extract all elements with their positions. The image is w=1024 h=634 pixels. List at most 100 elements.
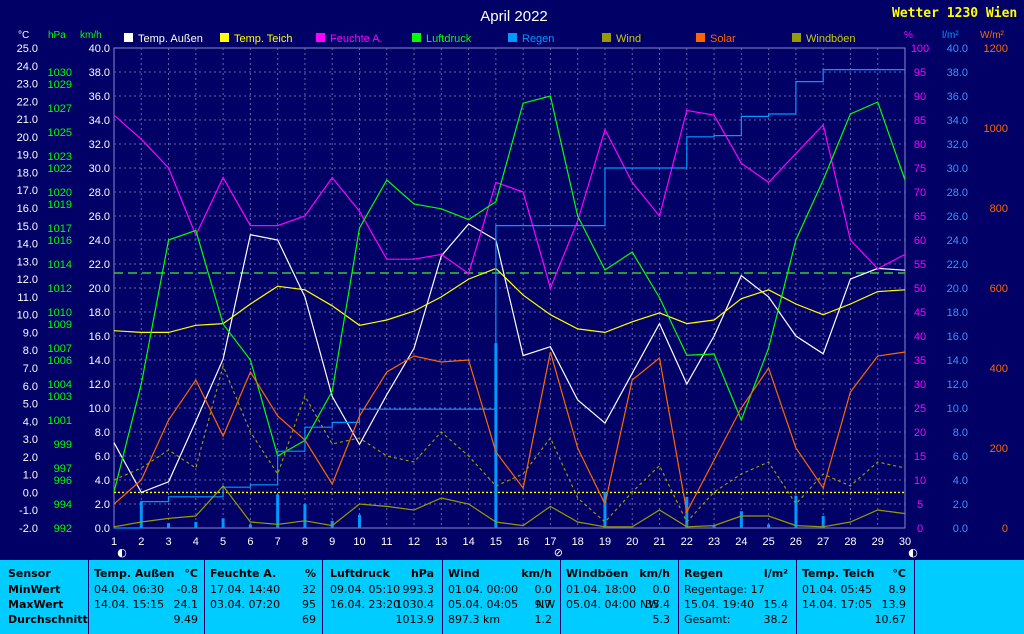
legend-label: Luftdruck (426, 33, 472, 45)
tick-humidity: 20 (914, 427, 926, 439)
tick-rain: 36.0 (947, 91, 968, 103)
tick-temp: 1.0 (23, 470, 38, 482)
tick-temp: 16.0 (17, 203, 38, 215)
axis-units: °C hPa km/h% l/m² W/m² (18, 30, 1005, 41)
temp-teich-title: Temp. Teich (802, 567, 875, 580)
moon-phase-icon: ⊘ (554, 546, 563, 559)
tick-humidity: 50 (914, 283, 926, 295)
temp-aussen-avg: 9.49 (173, 613, 199, 626)
tick-rain: 8.0 (953, 427, 968, 439)
x-tick-label: 21 (653, 536, 665, 548)
tick-humidity: 95 (914, 67, 926, 79)
feuchte-avg: 69 (302, 613, 316, 626)
series-line-regen (114, 69, 905, 529)
x-tick-label: 16 (517, 536, 529, 548)
tick-humidity: 75 (914, 163, 926, 175)
tick-rain: 34.0 (947, 115, 968, 127)
legend-swatch (412, 33, 421, 42)
tick-wind: 34.0 (89, 115, 110, 127)
tick-pressure: 1019 (48, 199, 72, 211)
regen-total: 38.2 (763, 613, 789, 626)
grid (113, 47, 906, 529)
tick-humidity: 30 (914, 379, 926, 391)
tick-humidity: 70 (914, 187, 926, 199)
tick-wind: 38.0 (89, 67, 110, 79)
tick-solar: 800 (990, 203, 1008, 215)
tick-rain: 32.0 (947, 139, 968, 151)
tick-temp: 21.0 (17, 114, 38, 126)
tick-rain: 0.0 (953, 523, 968, 535)
x-tick-label: 15 (490, 536, 502, 548)
tick-pressure: 1029 (48, 79, 72, 91)
rain-bar (357, 514, 361, 528)
luftdruck-max: 1030.4 (395, 598, 435, 611)
rain-bar (821, 516, 825, 528)
axis-unit-temp: °C (18, 30, 29, 41)
legend-label: Temp. Außen (138, 33, 203, 45)
axis-unit-pressure: hPa (48, 30, 66, 41)
x-tick-label: 29 (872, 536, 884, 548)
tick-rain: 20.0 (947, 283, 968, 295)
temp-teich-max-date: 14.04. 17:05 (802, 598, 873, 611)
regen-max: 15.4 (763, 598, 789, 611)
tick-wind: 2.0 (95, 499, 110, 511)
x-tick-label: 7 (275, 536, 281, 548)
tick-temp: 12.0 (17, 274, 38, 286)
tick-temp: 8.0 (23, 345, 38, 357)
axis-unit-wind: km/h (80, 30, 102, 41)
tick-pressure: 996 (54, 475, 72, 487)
weather-chart: April 2022 Temp. Außen Temp. Teich Feuchte… (17, 8, 1008, 559)
x-tick-label: 14 (462, 536, 474, 548)
tick-pressure: 1014 (48, 259, 72, 271)
tick-wind: 20.0 (89, 283, 110, 295)
tick-pressure: 1030 (48, 67, 72, 79)
tick-temp: 6.0 (23, 381, 38, 393)
temp-aussen-min: -0.8 (176, 583, 198, 596)
rain-bar (276, 494, 280, 528)
tick-pressure: 1027 (48, 103, 72, 115)
max-label: MaxWert (8, 598, 64, 611)
tick-temp: 14.0 (17, 239, 38, 251)
tick-solar: 600 (990, 283, 1008, 295)
rain-bar (167, 523, 171, 528)
tick-wind: 32.0 (89, 139, 110, 151)
tick-temp: 3.0 (23, 434, 38, 446)
tick-temp: 15.0 (17, 221, 38, 233)
regen-days: Regentage: 17 (684, 583, 765, 596)
luftdruck-unit: hPa (410, 567, 434, 580)
tick-pressure: 997 (54, 463, 72, 475)
x-tick-label: 28 (844, 536, 856, 548)
legend: Temp. Außen Temp. Teich Feuchte A. Luftdruc… (124, 33, 856, 45)
temp-aussen-min-date: 04.04. 06:30 (94, 583, 165, 596)
tick-temp: 9.0 (23, 327, 38, 339)
windboeen-max-dir: NW (640, 598, 660, 611)
stats-regen: Regen l/m² Regentage: 17 15.04. 19:40 15.4… (684, 560, 794, 634)
tick-solar: 1200 (984, 43, 1008, 55)
legend-label: Regen (522, 33, 554, 45)
x-tick-label: 25 (762, 536, 774, 548)
tick-wind: 40.0 (89, 43, 110, 55)
axis-ticks: 25.0 24.0 23.0 22.0 21.0 20.0 19.0 18.0 17.0 16.0… (17, 43, 1008, 535)
tick-pressure: 1023 (48, 151, 72, 163)
wind-min: 0.0 (534, 583, 553, 596)
series-line-wind (113, 485, 906, 528)
temp-aussen-unit: °C (184, 567, 198, 580)
tick-solar: 0 (1002, 523, 1008, 535)
temp-teich-unit: °C (892, 567, 906, 580)
legend-label: Temp. Teich (234, 33, 293, 45)
x-tick-label: 6 (247, 536, 253, 548)
x-tick-label: 17 (544, 536, 556, 548)
windboeen-unit: km/h (639, 567, 670, 580)
wind-title: Wind (448, 567, 480, 580)
windboeen-max: 35.4 (645, 598, 671, 611)
tick-temp: 7.0 (23, 363, 38, 375)
feuchte-unit: % (304, 567, 316, 580)
tick-humidity: 40 (914, 331, 926, 343)
tick-wind: 22.0 (89, 259, 110, 271)
tick-pressure: 1004 (48, 379, 72, 391)
tick-humidity: 85 (914, 115, 926, 127)
rain-bar (494, 343, 498, 528)
luftdruck-avg: 1013.9 (395, 613, 435, 626)
x-tick-label: 11 (381, 536, 392, 548)
tick-humidity: 35 (914, 355, 926, 367)
